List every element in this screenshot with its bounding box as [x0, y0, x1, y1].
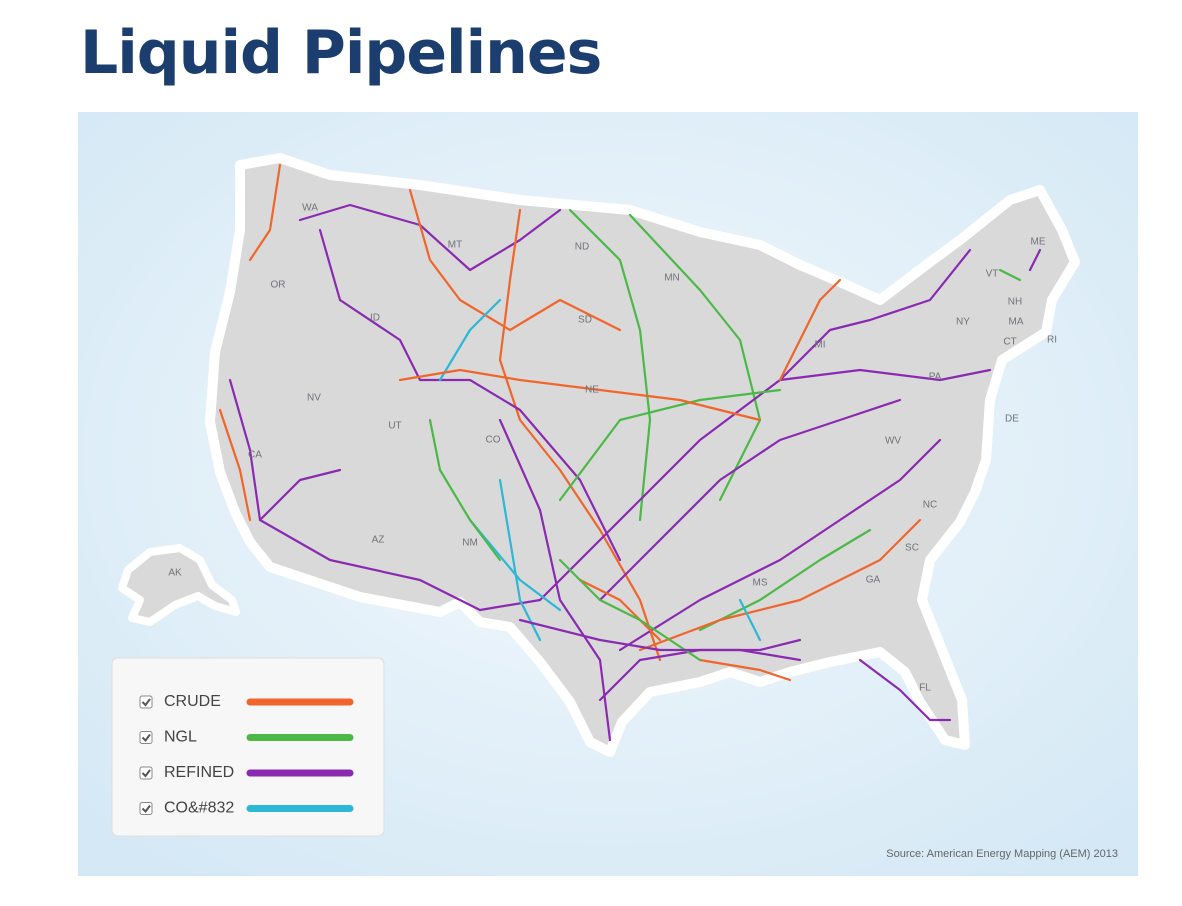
state-label: SC	[905, 543, 919, 554]
pipeline	[438, 298, 502, 382]
pipeline	[558, 388, 782, 502]
state-label: NH	[1008, 297, 1022, 308]
state-label: CO	[486, 435, 501, 446]
pipeline	[998, 268, 1022, 282]
pipeline	[298, 203, 562, 272]
state-label: MT	[448, 240, 462, 251]
pipeline	[518, 618, 802, 662]
legend-label: CO&#832	[164, 800, 234, 817]
state-label: AK	[168, 568, 182, 579]
state-label: RI	[1047, 335, 1057, 346]
pipeline	[638, 518, 922, 652]
state-label: MN	[664, 273, 680, 284]
title: Liquid Pipelines	[80, 18, 602, 88]
legend-label: CRUDE	[164, 693, 221, 710]
pipeline	[598, 398, 902, 602]
state-label: NC	[923, 500, 937, 511]
state-label: CT	[1003, 337, 1016, 348]
state-label: MI	[814, 340, 825, 351]
state-label: ND	[575, 242, 589, 253]
state-label: OR	[271, 280, 286, 291]
state-label: VT	[986, 269, 999, 280]
state-label: PA	[929, 372, 942, 383]
pipeline	[498, 478, 542, 642]
pipeline	[738, 598, 762, 642]
pipeline	[618, 438, 942, 652]
pipeline	[578, 578, 662, 642]
state-label: DE	[1005, 414, 1019, 425]
state-label: AZ	[372, 535, 385, 546]
state-label: NM	[462, 538, 478, 549]
pipeline	[398, 368, 762, 422]
pipeline	[428, 418, 502, 562]
pipeline	[558, 558, 702, 662]
pipeline	[778, 278, 842, 382]
state-label: SD	[578, 315, 592, 326]
legend-checkbox[interactable]	[139, 695, 153, 709]
pipeline	[698, 528, 872, 632]
pipeline	[318, 228, 622, 562]
pipeline	[858, 658, 952, 722]
state-label: NE	[585, 385, 599, 396]
state-label: UT	[388, 421, 401, 432]
pipeline	[468, 518, 562, 612]
state-label: WV	[885, 436, 901, 447]
pipeline	[568, 208, 652, 522]
source: Source: American Energy Mapping (AEM) 20…	[886, 848, 1118, 860]
state-label: NV	[307, 393, 321, 404]
legend-label: NGL	[164, 729, 197, 746]
pipeline	[498, 208, 662, 662]
pipeline	[248, 163, 282, 262]
legend-checkbox[interactable]	[139, 766, 153, 780]
pipeline	[628, 213, 762, 502]
us-outline	[205, 153, 1080, 757]
state-label: MA	[1009, 317, 1024, 328]
pipeline	[218, 408, 252, 522]
state-label: ID	[370, 313, 380, 324]
state-label: CA	[248, 450, 262, 461]
pipeline	[498, 418, 612, 742]
legend-check	[141, 769, 151, 778]
alaska	[118, 544, 240, 626]
legend-checkbox[interactable]	[139, 802, 153, 815]
state-label: FL	[919, 683, 931, 694]
pipeline	[1028, 248, 1042, 272]
pipeline	[258, 518, 542, 612]
state-label: WA	[302, 203, 318, 214]
pipelines	[218, 163, 1042, 742]
state-label: GA	[866, 575, 881, 586]
legend-check	[141, 804, 151, 814]
legend-check	[141, 733, 151, 743]
legend-checkbox[interactable]	[139, 731, 153, 744]
pipeline	[778, 248, 972, 382]
legend-check	[141, 698, 151, 707]
state-label: ME	[1031, 237, 1046, 248]
pipeline	[698, 658, 792, 682]
legend-label: REFINED	[164, 764, 234, 781]
state-label: NY	[956, 317, 970, 328]
state-label: MS	[753, 578, 768, 589]
